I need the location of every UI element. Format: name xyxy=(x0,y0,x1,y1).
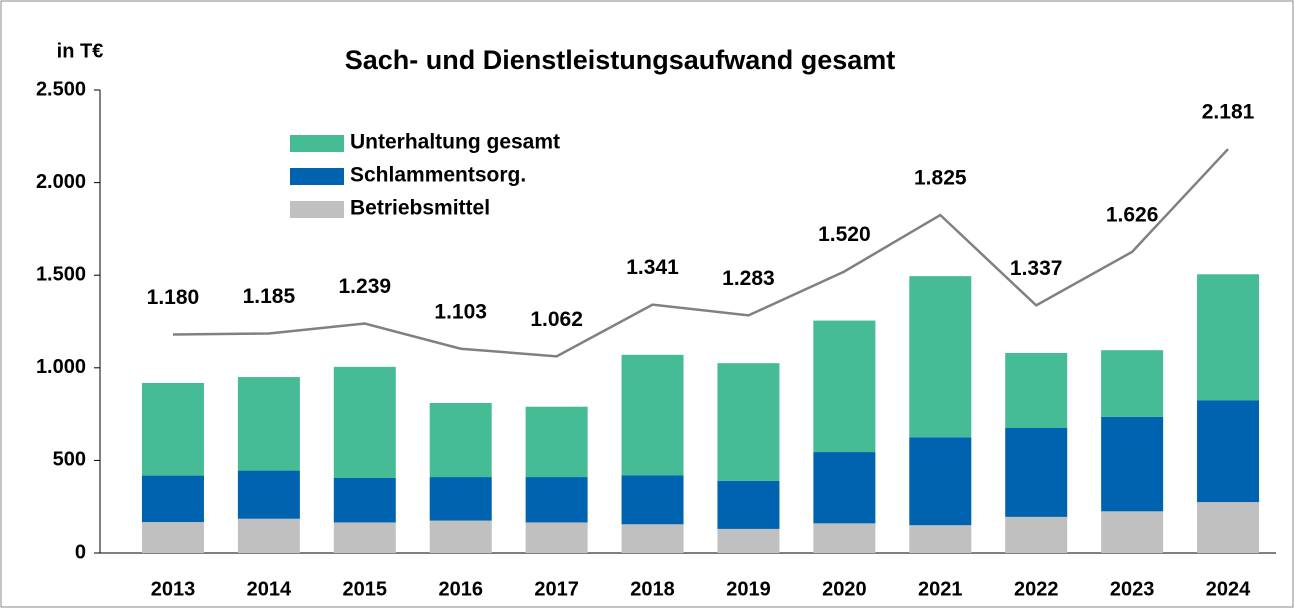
bar-segment xyxy=(717,363,780,481)
bar-segment xyxy=(333,522,396,553)
bar-segment xyxy=(1101,511,1164,553)
x-tick-label: 2018 xyxy=(630,578,675,600)
bar-segment xyxy=(237,377,300,471)
bar-segment xyxy=(1197,400,1260,503)
bar-segment xyxy=(1005,352,1068,428)
y-axis-label: in T€ xyxy=(57,40,104,62)
bar-segment xyxy=(1005,427,1068,517)
bar-segment xyxy=(237,470,300,519)
legend-swatch xyxy=(290,135,344,152)
bar-segment xyxy=(141,382,204,476)
x-tick-label: 2016 xyxy=(438,578,483,600)
data-label: 1.103 xyxy=(434,300,487,323)
bar-segment xyxy=(621,354,684,476)
data-label: 2.181 xyxy=(1202,101,1255,124)
legend-label: Betriebsmittel xyxy=(350,197,490,220)
bar-segment xyxy=(333,366,396,478)
bar-segment xyxy=(909,437,972,526)
data-label: 1.239 xyxy=(339,275,392,298)
y-tick-label: 2.500 xyxy=(36,78,86,100)
x-tick-label: 2017 xyxy=(534,578,579,600)
y-tick-label: 500 xyxy=(53,449,86,471)
bar-segment xyxy=(1005,516,1068,553)
y-tick-label: 0 xyxy=(75,541,86,563)
bar-segment xyxy=(1101,416,1164,512)
legend-label: Unterhaltung gesamt xyxy=(350,131,560,154)
data-label: 1.520 xyxy=(818,223,871,246)
total-line xyxy=(172,148,1229,358)
bar-segment xyxy=(813,452,876,524)
data-label: 1.283 xyxy=(722,267,775,290)
bar-segment xyxy=(1197,274,1260,401)
x-tick-label: 2022 xyxy=(1014,578,1059,600)
bar-segment xyxy=(909,276,972,438)
data-label: 1.825 xyxy=(914,167,967,190)
bar-segment xyxy=(141,522,204,553)
bar-segment xyxy=(909,525,972,553)
bar-segment xyxy=(621,475,684,525)
bar-segment xyxy=(717,480,780,529)
x-tick-label: 2019 xyxy=(726,578,771,600)
x-tick-label: 2014 xyxy=(247,578,292,600)
bar-segment xyxy=(525,522,588,553)
x-tick-label: 2023 xyxy=(1110,578,1155,600)
legend-swatch xyxy=(290,168,344,185)
y-tick-label: 1.000 xyxy=(36,356,86,378)
bar-segment xyxy=(1197,502,1260,553)
data-label: 1.180 xyxy=(147,286,200,309)
bar-segment xyxy=(429,477,492,521)
data-label: 1.062 xyxy=(530,308,583,331)
x-tick-label: 2024 xyxy=(1206,578,1251,600)
data-label: 1.626 xyxy=(1106,203,1159,226)
chart-title: Sach- und Dienstleistungsaufwand gesamt xyxy=(345,45,896,75)
data-label: 1.341 xyxy=(626,256,679,279)
bar-segment xyxy=(813,320,876,453)
bar-segment xyxy=(621,524,684,553)
bar-segment xyxy=(717,528,780,553)
bar-segment xyxy=(525,477,588,523)
x-tick-label: 2021 xyxy=(918,578,963,600)
bar-segment xyxy=(525,406,588,478)
bar-segment xyxy=(237,518,300,553)
y-tick-label: 1.500 xyxy=(36,263,86,285)
bar-segment xyxy=(429,402,492,478)
bar-segment xyxy=(333,477,396,523)
y-tick-label: 2.000 xyxy=(36,171,86,193)
bar-segment xyxy=(429,520,492,553)
legend-label: Schlammentsorg. xyxy=(350,164,526,187)
x-tick-label: 2015 xyxy=(343,578,388,600)
data-label: 1.337 xyxy=(1010,257,1063,280)
x-tick-label: 2013 xyxy=(151,578,196,600)
bar-segment xyxy=(1101,350,1164,417)
x-tick-label: 2020 xyxy=(822,578,867,600)
legend-swatch xyxy=(290,201,344,218)
data-label: 1.185 xyxy=(243,285,296,308)
bar-segment xyxy=(813,523,876,553)
bar-segment xyxy=(141,475,204,523)
